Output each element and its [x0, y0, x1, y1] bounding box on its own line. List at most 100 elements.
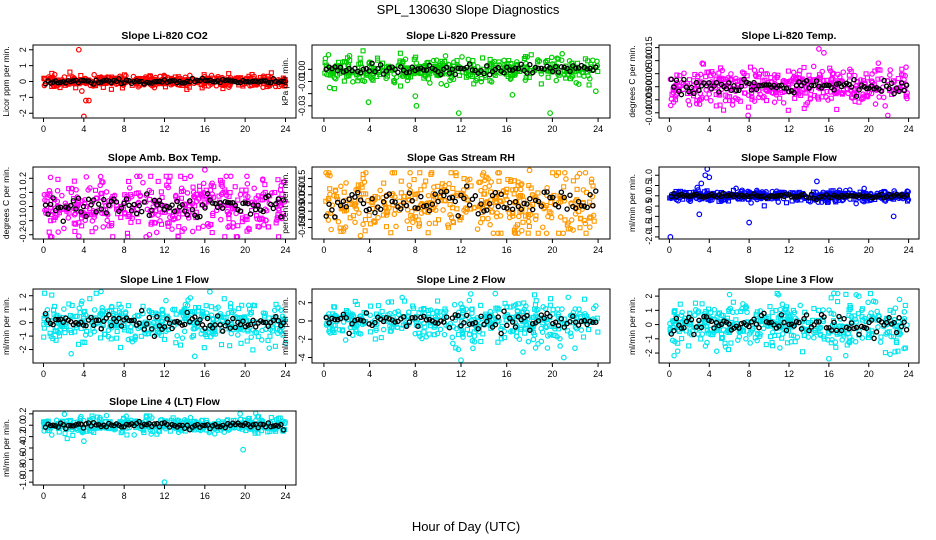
data-point — [437, 309, 443, 315]
data-point — [800, 349, 806, 355]
x-tick-label: 12 — [784, 369, 794, 379]
data-point — [866, 331, 873, 337]
data-point — [91, 71, 97, 78]
y-tick-label: 0.1 — [18, 186, 28, 199]
data-point — [779, 301, 786, 308]
data-point — [530, 201, 536, 207]
data-point — [904, 93, 910, 99]
mean-point — [369, 60, 375, 67]
outlier-point — [368, 76, 375, 82]
mean-point — [247, 211, 254, 217]
mean-point — [126, 317, 132, 324]
data-point — [525, 338, 532, 345]
data-point — [381, 180, 387, 186]
mean-point — [441, 192, 447, 199]
y-tick-label: 2 — [18, 293, 28, 298]
outlier-point — [699, 60, 706, 67]
mean-point — [463, 183, 470, 189]
data-point — [774, 74, 780, 81]
mean-point — [452, 312, 459, 318]
data-point — [677, 301, 683, 307]
data-point — [769, 339, 775, 346]
points — [323, 290, 601, 363]
y-axis-label: degrees C per min. — [1, 167, 11, 239]
data-point — [379, 308, 385, 315]
mean-point — [903, 82, 910, 88]
mean-point — [222, 322, 228, 329]
mean-point — [194, 77, 201, 84]
data-point — [418, 307, 424, 313]
data-point — [838, 90, 845, 96]
data-point — [217, 216, 224, 223]
mean-point — [575, 198, 582, 205]
data-point — [61, 306, 67, 312]
mean-point — [756, 324, 762, 331]
data-point — [398, 178, 404, 184]
mean-point — [891, 319, 897, 326]
data-point — [856, 328, 863, 335]
points — [667, 290, 910, 362]
mean-point — [420, 313, 427, 320]
data-point — [773, 308, 779, 314]
data-point — [279, 313, 286, 320]
x-tick-label: 8 — [747, 124, 752, 134]
data-point — [804, 90, 810, 96]
data-point — [745, 92, 752, 99]
data-point — [166, 178, 172, 185]
data-point — [450, 185, 456, 191]
data-point — [891, 79, 897, 85]
mean-point — [886, 85, 892, 92]
data-point — [892, 305, 899, 311]
data-point — [421, 329, 427, 335]
mean-point — [197, 213, 203, 220]
mean-point — [753, 86, 760, 93]
mean-point — [564, 206, 570, 212]
data-point — [580, 334, 587, 340]
data-point — [330, 328, 336, 334]
data-point — [212, 329, 218, 335]
mean-point — [164, 79, 170, 85]
data-point — [258, 215, 264, 221]
data-point — [875, 76, 881, 82]
data-point — [700, 61, 706, 67]
data-point — [586, 82, 592, 88]
mean-point — [446, 70, 453, 76]
mean-point — [375, 65, 381, 72]
data-point — [323, 71, 330, 78]
data-point — [496, 169, 503, 176]
data-point — [872, 101, 879, 107]
data-point — [434, 330, 441, 337]
mean-point — [60, 218, 67, 224]
mean-point — [423, 67, 430, 73]
data-point — [814, 94, 820, 100]
mean-point — [403, 202, 410, 209]
mean-point — [65, 77, 72, 84]
data-point — [582, 310, 588, 317]
data-point — [259, 177, 266, 183]
mean-point — [357, 69, 364, 76]
data-point — [148, 173, 154, 179]
data-point — [581, 296, 588, 302]
data-point — [108, 86, 114, 92]
data-point — [825, 197, 831, 203]
data-point — [547, 302, 553, 308]
data-point — [511, 229, 517, 235]
x-tick-label: 24 — [280, 369, 290, 379]
data-point — [480, 55, 486, 61]
mean-point — [432, 319, 438, 326]
data-point — [884, 330, 890, 336]
data-point — [134, 173, 140, 180]
data-point — [569, 74, 575, 80]
y-tick-label: -0.05 — [297, 201, 307, 222]
data-point — [277, 187, 284, 193]
data-point — [170, 216, 177, 223]
data-point — [562, 169, 568, 176]
data-point — [465, 56, 472, 63]
mean-point — [538, 312, 545, 318]
y-tick-label: -1 — [18, 332, 28, 340]
mean-point — [535, 318, 542, 324]
mean-point — [696, 193, 702, 199]
data-point — [128, 219, 134, 225]
data-point — [887, 351, 893, 358]
data-point — [576, 208, 582, 214]
